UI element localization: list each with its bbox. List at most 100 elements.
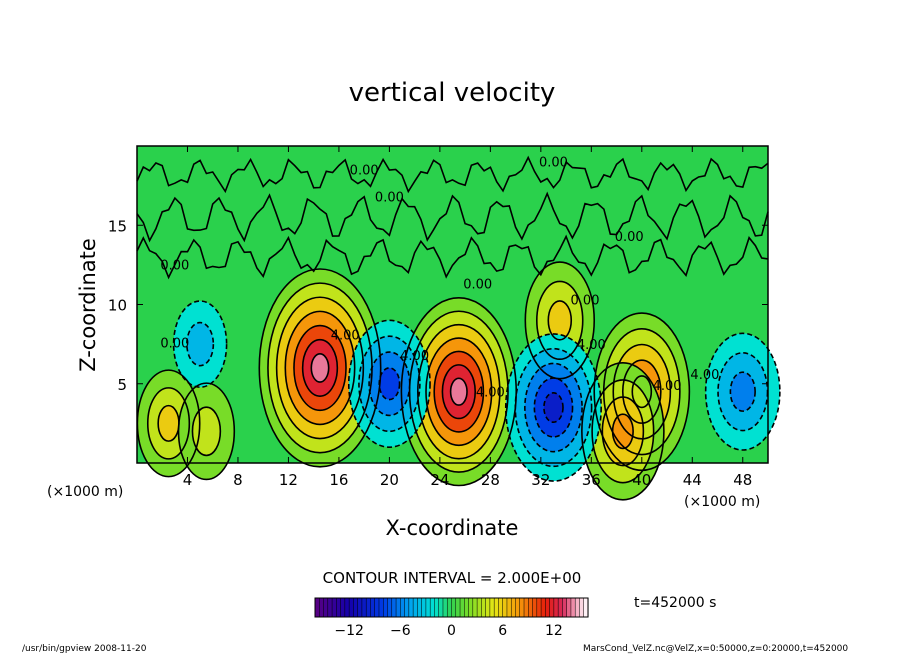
colorbar-tick-label: −12 xyxy=(334,623,364,639)
x-tick-label: 28 xyxy=(481,471,500,489)
contour-label: 0.00 xyxy=(160,336,189,351)
colorbar-bin xyxy=(404,597,410,618)
contour-label: 0.00 xyxy=(160,259,189,274)
contour-line xyxy=(612,343,672,440)
colorbar-bin xyxy=(391,597,397,618)
contour-line xyxy=(729,371,756,412)
footer-left: /usr/bin/gpview 2008-11-20 xyxy=(22,644,147,654)
colorbar-bin xyxy=(532,597,538,618)
contour-label: 0.00 xyxy=(571,294,600,309)
contour-label: 0.00 xyxy=(375,190,404,205)
colorbar-bin xyxy=(506,597,512,618)
colorbar-bin xyxy=(510,597,517,618)
x-tick-label: 36 xyxy=(582,471,601,489)
contour-line xyxy=(146,387,191,460)
colorbar-bin xyxy=(472,597,478,618)
colorbar-bin xyxy=(451,597,457,618)
colorbar-bin xyxy=(353,597,359,618)
colorbar-bin xyxy=(421,597,427,618)
contour-line xyxy=(358,335,421,433)
colorbar-bin xyxy=(574,597,581,618)
colorbar-bin xyxy=(425,597,431,618)
x-tick-label: 32 xyxy=(531,471,550,489)
x-tick-label: 24 xyxy=(430,471,449,489)
contour-line xyxy=(368,351,411,417)
colorbar-bin xyxy=(502,597,508,618)
contour-line xyxy=(172,300,228,389)
x-tick-label: 4 xyxy=(183,471,193,489)
contour-line xyxy=(433,350,485,433)
contour-line xyxy=(504,333,602,482)
contour-line xyxy=(310,352,330,383)
contour-line xyxy=(524,261,596,380)
colorbar-bin xyxy=(417,597,423,618)
colorbar-tick-label: −6 xyxy=(390,623,411,639)
contour-line xyxy=(514,347,593,468)
zero-contour xyxy=(136,155,769,194)
colorbar-bin xyxy=(429,597,435,618)
contour-line xyxy=(301,338,339,397)
y-unit-label: (×1000 m) xyxy=(47,484,123,500)
contour-fill xyxy=(311,353,329,383)
x-unit-label: (×1000 m) xyxy=(684,494,760,510)
footer-right: MarsCond_VelZ.nc@VelZ,x=0:50000,z=0:2000… xyxy=(583,644,848,654)
colorbar-bin xyxy=(383,597,389,618)
colorbar-bin xyxy=(455,597,461,618)
contour-label: 0.00 xyxy=(463,278,492,293)
y-tick-label: 15 xyxy=(108,217,127,235)
contour-interval: CONTOUR INTERVAL = 2.000E+00 xyxy=(323,569,582,587)
x-tick-label: 40 xyxy=(632,471,651,489)
x-axis-label: X-coordinate xyxy=(386,516,519,540)
contour-line xyxy=(621,359,662,424)
colorbar-bin xyxy=(562,597,568,618)
colorbar-bin xyxy=(400,597,406,618)
colorbar-bin xyxy=(579,597,585,618)
contour-line xyxy=(425,337,493,447)
contour-fill xyxy=(186,322,214,366)
contour-fill xyxy=(450,378,468,406)
y-axis-label: Z-coordinate xyxy=(76,238,100,372)
contour-line xyxy=(543,392,564,424)
plot-area: 0.00 0.00 0.00 0.00 0.00 0.00 0.00 0.00 4.00 4.00… xyxy=(108,145,781,501)
colorbar-bin xyxy=(331,597,337,618)
colorbar-bin xyxy=(493,597,499,618)
contour-line xyxy=(408,310,509,473)
x-tick-label: 48 xyxy=(733,471,752,489)
x-tick-label: 12 xyxy=(279,471,298,489)
colorbar-bin xyxy=(378,597,384,618)
contour-line xyxy=(533,377,574,438)
contour-line xyxy=(601,396,645,467)
contour-label: 4.00 xyxy=(690,368,719,383)
contour-label: 4.00 xyxy=(653,379,682,394)
colorbar-bin xyxy=(459,597,465,618)
colorbar-bin xyxy=(557,597,563,618)
contour-label: 4.00 xyxy=(577,338,606,353)
colorbar-bin xyxy=(570,597,576,618)
x-tick-label: 16 xyxy=(329,471,348,489)
y-tick-label: 5 xyxy=(117,376,127,394)
contour-line xyxy=(284,310,356,426)
colorbar-bin xyxy=(314,597,320,618)
contour-line xyxy=(581,362,665,501)
contour-fill xyxy=(548,300,572,340)
colorbar-tick-label: 12 xyxy=(545,623,563,639)
colorbar-bin xyxy=(549,597,555,618)
colorbar-bin xyxy=(476,597,482,618)
contour-line xyxy=(293,324,347,412)
x-tick-label: 20 xyxy=(380,471,399,489)
colorbar-bin xyxy=(481,597,487,618)
colorbar-bin xyxy=(553,597,559,618)
contour-line xyxy=(275,296,365,440)
y-tick-label: 10 xyxy=(108,297,127,315)
contour-line xyxy=(593,312,691,472)
contour-label: 0.00 xyxy=(615,230,644,245)
contour-line xyxy=(347,319,431,448)
contour-label: 4.00 xyxy=(400,349,429,364)
contour-line xyxy=(378,367,401,401)
colorbar-bin xyxy=(374,597,380,618)
contour-fill xyxy=(158,405,179,442)
colorbar-bin xyxy=(489,597,495,618)
contour-line xyxy=(449,377,468,406)
colorbar-bin xyxy=(348,597,354,618)
colorbar-bin xyxy=(442,597,448,618)
